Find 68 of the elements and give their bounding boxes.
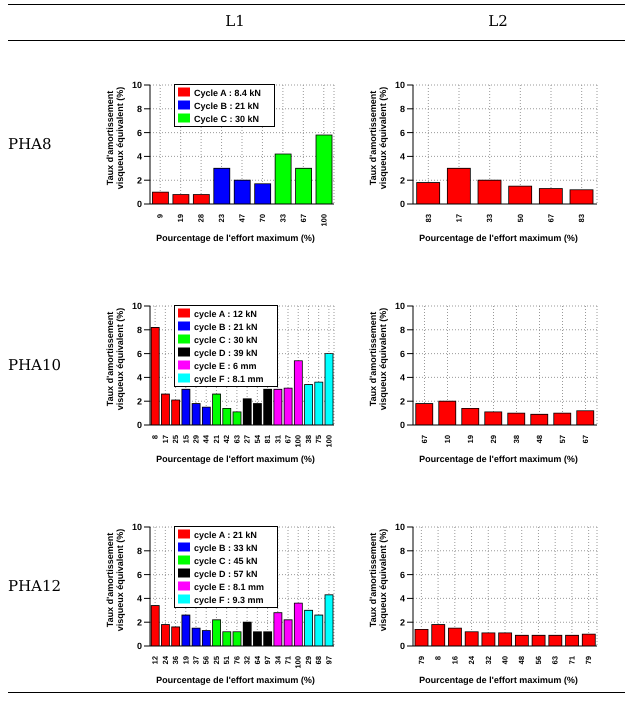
legend-label: cycle E : 6 mm [194,361,257,371]
y-tick-label: 8 [400,324,405,335]
legend-label: cycle C : 30 kN [194,335,258,345]
x-axis-title: Pourcentage de l'effort maximum (%) [155,233,316,243]
legend-label: Cycle A : 8.4 kN [194,88,261,98]
y-tick-label: 8 [400,104,405,114]
legend-label: Cycle C : 30 kN [194,114,260,124]
y-tick-label: 10 [394,301,405,312]
y-tick-label: 0 [400,641,405,652]
x-axis-title: Pourcentage de l'effort maximum (%) [155,454,316,464]
y-tick-label: 2 [400,175,405,186]
y-tick-label: 10 [394,80,405,90]
y-tick-label: 0 [136,420,142,430]
y-axis-title: Taux d'amortissement visqueux équivalent (%) [105,86,125,192]
y-tick-label: 6 [400,348,405,359]
x-axis-title: Pourcentage de l'effort maximum (%) [155,675,316,685]
y-tick-label: 0 [136,641,142,652]
text: PHA10 [8,356,62,374]
y-tick-label: 8 [136,104,142,114]
chart-title: L2 [487,12,509,30]
y-tick-label: 10 [132,522,142,532]
y-axis-title: Taux d'amortissement visqueux équivalent (%) [368,306,388,412]
y-tick-label: 10 [132,301,142,312]
y-tick-label: 6 [136,348,142,359]
y-tick-label: 4 [136,152,142,162]
legend-label: cycle E : 8.1 mm [194,582,264,592]
y-tick-label: 6 [136,128,142,138]
y-axis-title: Taux d'amortissement visqueux équivalent (%) [105,306,125,412]
text: PHA8 [8,135,52,153]
y-tick-label: 2 [136,175,142,186]
y-tick-label: 4 [136,372,142,383]
x-axis-title: Pourcentage de l'effort maximum (%) [418,675,579,685]
y-tick-label: 6 [400,570,405,580]
legend-label: cycle B : 33 kN [194,543,258,553]
y-tick-label: 8 [400,546,405,556]
legend-label: Cycle B : 21 kN [194,101,260,111]
x-axis-title: Pourcentage de l'effort maximum (%) [418,233,579,243]
y-tick-label: 8 [136,324,142,335]
y-tick-label: 6 [136,570,142,580]
y-tick-label: 2 [400,396,405,406]
y-tick-label: 0 [400,199,405,210]
y-tick-label: 2 [136,396,142,406]
legend-label: cycle A : 21 kN [194,530,257,540]
y-tick-label: 4 [400,594,405,604]
y-tick-label: 10 [132,80,142,90]
x-axis-title: Pourcentage de l'effort maximum (%) [418,454,579,464]
y-tick-label: 2 [136,617,142,628]
y-tick-label: 10 [394,522,405,532]
legend-label: cycle A : 12 kN [194,309,257,319]
legend-label: cycle D : 39 kN [194,348,258,358]
y-tick-label: 4 [136,594,142,604]
legend-label: cycle D : 57 kN [194,569,258,579]
chart-title: L1 [224,12,246,30]
y-axis-title: Taux d'amortissement visqueux équivalent (%) [105,528,125,634]
y-tick-label: 8 [136,546,142,556]
legend-label: cycle F : 8.1 mm [194,374,264,384]
y-axis-title: Taux d'amortissement visqueux équivalent (%) [368,528,388,634]
y-tick-label: 6 [400,128,405,138]
y-axis-title: Taux d'amortissement visqueux équivalent (%) [368,86,388,192]
y-tick-label: 4 [400,152,405,162]
legend-label: cycle B : 21 kN [194,322,258,332]
y-tick-label: 0 [136,199,142,210]
y-tick-label: 0 [400,420,405,430]
legend-label: cycle C : 45 kN [194,556,258,566]
text: PHA12 [8,577,62,595]
y-tick-label: 4 [400,372,405,383]
legend-label: cycle F : 9.3 mm [194,595,264,605]
y-tick-label: 2 [400,617,405,628]
